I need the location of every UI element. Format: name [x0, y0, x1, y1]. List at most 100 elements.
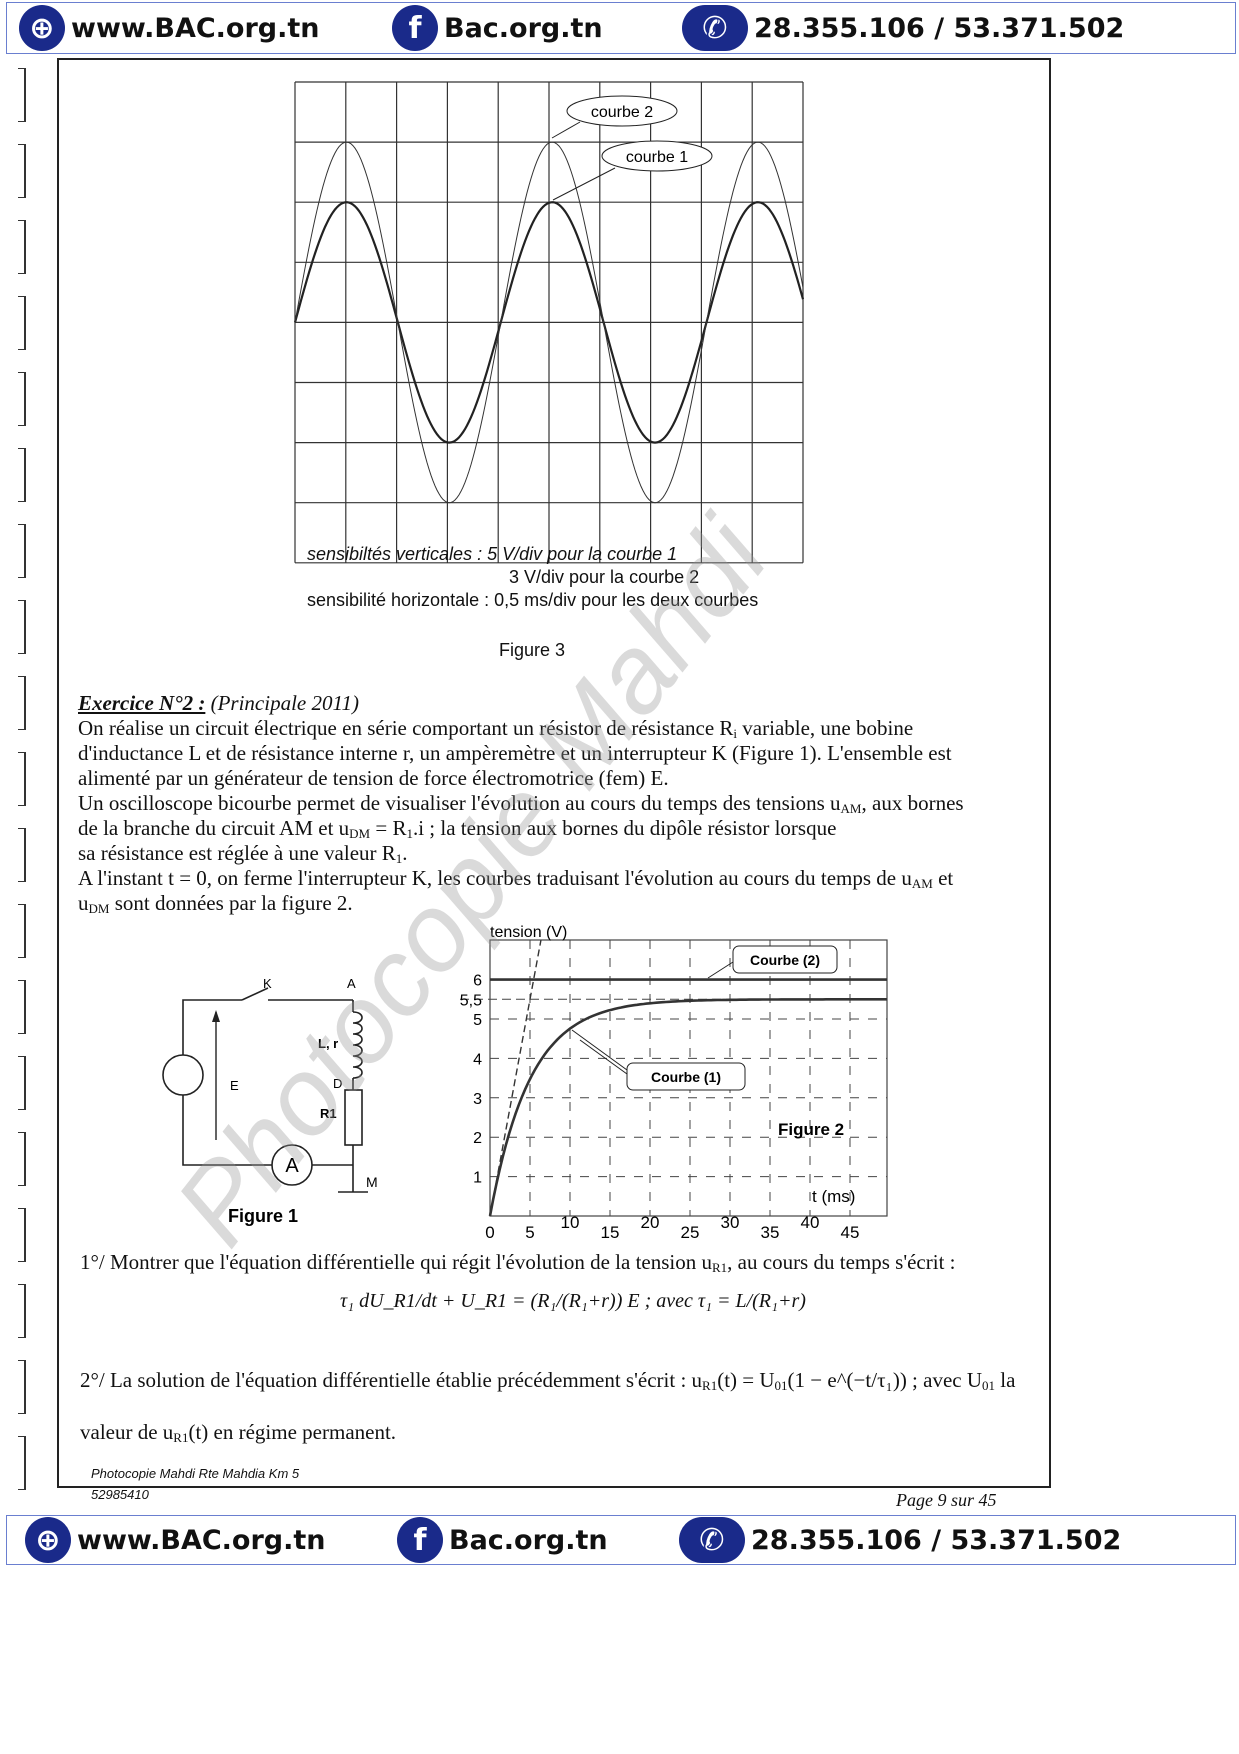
exercise-heading: Exercice N°2 : (Principale 2011) — [78, 691, 359, 715]
site-link[interactable]: www.BAC.org.tn — [77, 1524, 326, 1556]
facebook-icon: f — [392, 5, 438, 51]
courbe-1 — [293, 201, 805, 444]
paragraph-line: de la branche du circuit AM et uDM = R1.… — [78, 816, 837, 841]
y-tick-label: 2 — [473, 1130, 482, 1147]
binding-mark — [18, 144, 26, 198]
courbe-2-label-box — [732, 945, 838, 974]
binding-mark — [18, 524, 26, 578]
header-banner: ⊕ www.BAC.org.tn f Bac.org.tn ✆ 28.355.106 … — [6, 2, 1236, 54]
figure-1-caption: Figure 1 — [228, 1206, 298, 1226]
facebook-link[interactable]: Bac.org.tn — [444, 12, 603, 44]
vertical-sensitivity-1: sensibiltés verticales : 5 V/div pour la… — [307, 544, 678, 564]
binding-mark — [18, 600, 26, 654]
phone-number: 28.355.106 / 53.371.502 — [751, 1524, 1122, 1556]
x-tick-label: 25 — [681, 1223, 700, 1242]
y-tick-label: 3 — [473, 1091, 482, 1108]
courbe-1-arrow — [552, 167, 616, 201]
x-tick-label: 0 — [485, 1223, 494, 1242]
binding-mark — [18, 752, 26, 806]
x-tick-label: 20 — [641, 1213, 660, 1232]
series-courbe-1 — [488, 998, 887, 1217]
binding-mark — [18, 448, 26, 502]
figure-1-circuit: K A L, r E D R1 A M Figure 1 — [162, 976, 378, 1226]
x-tick-label: 40 — [801, 1213, 820, 1232]
binding-mark — [18, 372, 26, 426]
footer-phone: 52985410 — [91, 1487, 149, 1502]
y-tick-label: 4 — [473, 1051, 482, 1068]
binding-mark — [18, 220, 26, 274]
y-tick-label: 5,5 — [460, 992, 482, 1009]
phone-number: 28.355.106 / 53.371.502 — [754, 12, 1125, 44]
x-tick-label: 35 — [761, 1223, 780, 1242]
phone-icon: ✆ — [679, 1517, 745, 1563]
equation-1: τ₁ dU_R1/dt + U_R1 = (R₁/(R₁+r)) E ; ave… — [340, 1290, 806, 1312]
courbe-1-label: courbe 1 — [626, 149, 688, 166]
question-2: 2°/ La solution de l'équation différenti… — [80, 1368, 1016, 1393]
binding-mark — [18, 1208, 26, 1262]
y-tick-label: 1 — [473, 1170, 482, 1187]
globe-icon: ⊕ — [19, 5, 65, 51]
figure-3-grid — [294, 81, 804, 564]
binding-mark — [18, 676, 26, 730]
x-axis-label: t (ms) — [812, 1187, 855, 1206]
binding-mark — [18, 68, 26, 122]
courbe-1-label-box — [626, 1062, 746, 1091]
binding-mark — [18, 1436, 26, 1490]
paragraph-line: Un oscilloscope bicourbe permet de visua… — [78, 791, 964, 816]
paragraph-line: alimenté par un générateur de tension de… — [78, 766, 669, 790]
paragraph-line: A l'instant t = 0, on ferme l'interrupte… — [78, 866, 954, 891]
site-link[interactable]: www.BAC.org.tn — [71, 12, 320, 44]
y-tick-label: 6 — [473, 973, 482, 990]
svg-text:R1: R1 — [320, 1106, 337, 1121]
courbe-2-label: courbe 2 — [591, 104, 653, 121]
figure-3-caption: Figure 3 — [499, 640, 566, 660]
binding-mark — [18, 1284, 26, 1338]
binding-mark — [18, 296, 26, 350]
paragraph-line: sa résistance est réglée à une valeur R1… — [78, 841, 408, 866]
inductor-coil — [352, 1011, 363, 1079]
paragraph-line: uDM sont données par la figure 2. — [78, 891, 353, 916]
phone-icon: ✆ — [682, 5, 748, 51]
paragraph-line: d'inductance L et de résistance interne … — [78, 741, 952, 765]
question-2-continued: valeur de uR1(t) en régime permanent. — [80, 1420, 397, 1445]
svg-text:D: D — [333, 1076, 342, 1091]
courbe-1-bubble — [601, 140, 713, 172]
tangent-line — [489, 940, 542, 1217]
svg-text:A: A — [347, 976, 356, 991]
page-frame — [57, 58, 1051, 1488]
x-tick-label: 15 — [601, 1223, 620, 1242]
binding-mark — [18, 1360, 26, 1414]
plot-frame — [489, 939, 888, 1217]
x-tick-label: 30 — [721, 1213, 740, 1232]
x-tick-label: 5 — [525, 1223, 534, 1242]
x-tick-label: 10 — [561, 1213, 580, 1232]
y-axis-label: tension (V) — [490, 924, 567, 941]
svg-text:K: K — [263, 976, 272, 991]
courbe-2 — [294, 141, 804, 504]
footer-banner: ⊕ www.BAC.org.tn f Bac.org.tn ✆ 28.355.106 … — [6, 1515, 1236, 1565]
page-number: Page 9 sur 45 — [896, 1490, 997, 1510]
x-tick-label: 45 — [841, 1223, 860, 1242]
globe-icon: ⊕ — [25, 1517, 71, 1563]
facebook-icon: f — [397, 1517, 443, 1563]
svg-text:M: M — [366, 1174, 378, 1190]
courbe-2-bubble — [566, 95, 678, 127]
courbe-2-arrow — [551, 121, 581, 139]
horizontal-sensitivity: sensibilité horizontale : 0,5 ms/div pou… — [307, 590, 759, 610]
figure-2-caption: Figure 2 — [778, 1120, 844, 1139]
svg-text:E: E — [230, 1078, 239, 1093]
binding-mark — [18, 904, 26, 958]
figure-3-oscillogram: courbe 2 courbe 1 — [293, 81, 805, 564]
svg-text:A: A — [285, 1155, 299, 1177]
question-1: 1°/ Montrer que l'équation différentiell… — [80, 1250, 956, 1275]
binding-mark — [18, 1132, 26, 1186]
binding-mark — [18, 1056, 26, 1110]
facebook-link[interactable]: Bac.org.tn — [449, 1524, 608, 1556]
courbe-2-legend: Courbe (2) — [750, 952, 820, 968]
footer-address: Photocopie Mahdi Rte Mahdia Km 5 — [91, 1466, 300, 1481]
vertical-sensitivity-2: 3 V/div pour la courbe 2 — [509, 567, 700, 587]
courbe-1-legend: Courbe (1) — [651, 1069, 721, 1085]
svg-text:L, r: L, r — [318, 1036, 338, 1051]
